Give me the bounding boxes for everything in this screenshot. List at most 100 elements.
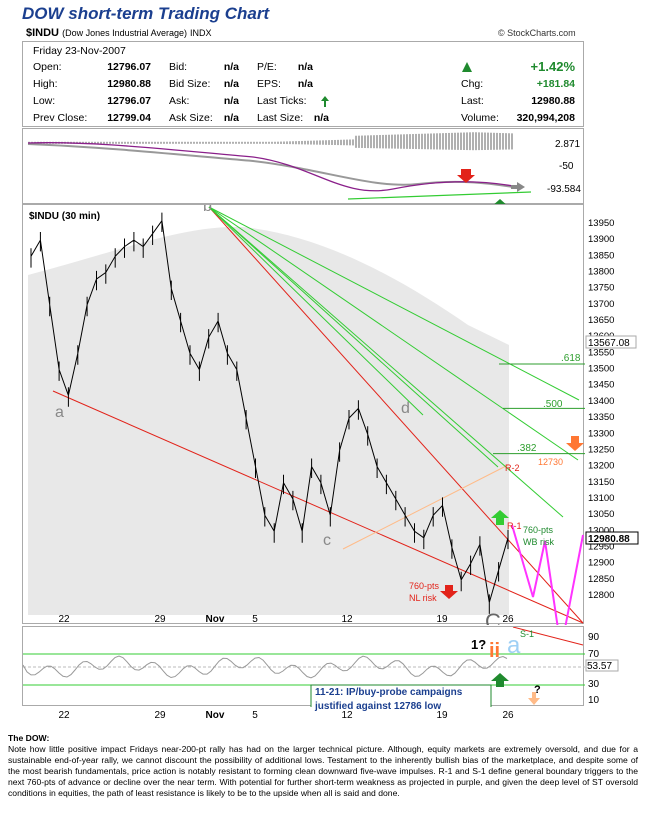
rsi-line (22, 655, 508, 679)
macd-bar (226, 141, 228, 144)
macd-bar (265, 141, 267, 144)
bottom-question: ? (534, 684, 541, 696)
macd-bar (412, 134, 414, 149)
macd-bar (205, 141, 207, 144)
macd-bar (175, 141, 177, 144)
red-down-arrow-icon (457, 169, 475, 183)
y-tick-label: 13450 (588, 380, 614, 391)
macd-bar (142, 141, 144, 144)
x-tick-labels-price: 22 29 Nov 5 12 19 26 (58, 614, 514, 625)
fib-label-618: .618 (561, 353, 581, 364)
macd-bar (214, 141, 216, 144)
macd-bar (262, 141, 264, 144)
macd-histogram (28, 132, 513, 151)
y-tick-label: 13500 (588, 364, 614, 375)
macd-bar (223, 141, 225, 144)
rsi-annotation: 11-21: IP/buy-probe campaigns justified … (315, 687, 463, 712)
volume-label: Volume: (461, 112, 499, 124)
macd-bar (292, 141, 294, 145)
macd-bar (259, 141, 261, 144)
pct-change: +1.42% (530, 59, 575, 74)
macd-bar (169, 141, 171, 144)
y-tick-label: 13750 (588, 283, 614, 294)
macd-bar (154, 141, 156, 144)
macd-bar (301, 140, 303, 145)
macd-bar (343, 139, 345, 146)
macd-signal-line (27, 143, 514, 188)
commentary: The DOW: Note how little positive impact… (8, 733, 638, 799)
wave-label-light-a: a (507, 632, 521, 659)
macd-bar (403, 134, 405, 149)
prev-close-label: Prev Close: (33, 112, 88, 124)
y-tick-label: 13900 (588, 234, 614, 245)
y-tick-label: 13200 (588, 461, 614, 472)
macd-bar (304, 140, 306, 145)
macd-bar (160, 141, 162, 144)
macd-bar (367, 135, 369, 149)
price-panel: $INDU (30 min) a b c d C .618 .500 .382 … (22, 198, 585, 650)
macd-bar (352, 139, 354, 146)
rsi-tick-30: 30 (588, 679, 600, 690)
y-tick-label: 13250 (588, 444, 614, 455)
macd-bar (127, 141, 129, 144)
wave-label-c: c (323, 532, 331, 549)
macd-bar (511, 133, 513, 150)
macd-bar (319, 140, 321, 145)
macd-bar (184, 141, 186, 144)
macd-bar (394, 134, 396, 149)
y-tick-label: 13300 (588, 428, 614, 439)
macd-bar (457, 132, 459, 150)
macd-bar (187, 141, 189, 144)
macd-bar (439, 133, 441, 150)
ask-value: n/a (223, 95, 239, 107)
macd-bar (199, 141, 201, 144)
macd-bar (508, 133, 510, 150)
macd-bar (148, 141, 150, 144)
macd-bar (340, 139, 342, 146)
macd-panel: 2.871 -50 -93.584 (22, 128, 584, 213)
ma-value-box (585, 335, 637, 349)
y-tick-label: 13100 (588, 493, 614, 504)
macd-bar (295, 141, 297, 145)
moving-average-area (28, 226, 509, 615)
y-tick-label: 13800 (588, 266, 614, 277)
macd-bar (379, 135, 381, 149)
macd-bar (442, 133, 444, 150)
green-fan-lines (208, 206, 580, 518)
y-tick-label: 12850 (588, 574, 614, 585)
price-line (30, 212, 509, 614)
macd-bar (373, 135, 375, 149)
macd-bar (97, 141, 99, 144)
macd-bar (493, 132, 495, 150)
last-size-value: n/a (313, 112, 329, 124)
macd-bar (382, 134, 384, 149)
commentary-body: Note how little positive impact Fridays … (8, 744, 638, 798)
macd-bar (85, 141, 87, 144)
macd-bar (181, 141, 183, 144)
macd-label-bottom: -93.584 (547, 184, 581, 195)
macd-bar (349, 139, 351, 146)
rsi-s1: S-1 (520, 629, 534, 639)
rsi-tick-90: 90 (588, 632, 600, 643)
open-value: 12796.07 (107, 61, 151, 73)
orange-arrow-question-icon (528, 692, 540, 705)
price-svg: $INDU (30 min) a b c d C .618 .500 .382 … (28, 198, 585, 650)
exchange: INDX (190, 28, 212, 38)
macd-bar (436, 133, 438, 150)
macd-bar (100, 141, 102, 144)
macd-bar (469, 132, 471, 151)
macd-bar (418, 133, 420, 150)
quote-box: Friday 23-Nov-2007 Open: 12796.07 High: … (22, 41, 584, 127)
pe-label: P/E: (257, 61, 277, 73)
macd-bar (106, 141, 108, 144)
macd-bar (229, 141, 231, 144)
macd-bar (316, 140, 318, 145)
macd-bar (505, 133, 507, 150)
y-tick-label: 13850 (588, 250, 614, 261)
fib-label-382: .382 (517, 443, 537, 454)
macd-bar (286, 141, 288, 145)
red-down-arrow-icon-main (440, 585, 458, 599)
x-tick-label: 29 (154, 710, 166, 721)
y-tick-label: 13400 (588, 396, 614, 407)
chg-label: Chg: (461, 78, 484, 90)
